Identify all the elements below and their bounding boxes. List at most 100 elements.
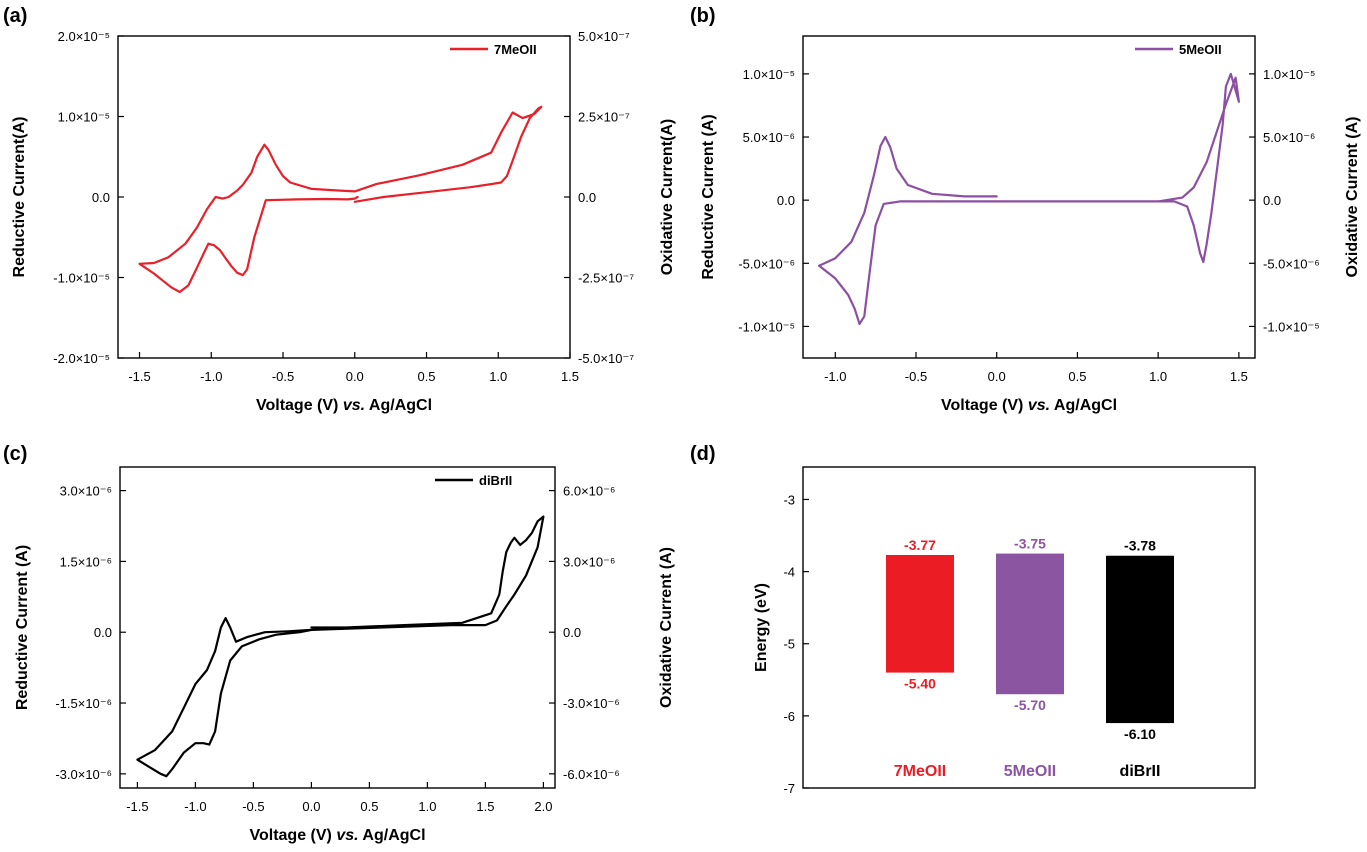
y-right-tick-label: -2.5×10⁻⁷ <box>578 271 634 286</box>
y-right-tick-label: 1.0×10⁻⁵ <box>1263 67 1315 82</box>
y-right-tick-label: 5.0×10⁻⁶ <box>1263 130 1315 145</box>
x-tick-label: -0.5 <box>242 799 264 814</box>
x-tick-label: 2.0 <box>534 799 552 814</box>
plot-frame <box>802 35 1256 359</box>
y-tick-label: 2.0×10⁻⁵ <box>58 29 110 44</box>
category-label: diBrII <box>1120 763 1161 780</box>
y-tick-label: -1.0×10⁻⁵ <box>53 271 110 286</box>
y-tick-label: 1.0×10⁻⁵ <box>58 110 110 125</box>
y-right-tick-label: 0.0 <box>563 625 581 640</box>
y-right-tick-label: 0.0 <box>1263 193 1281 208</box>
y-right-tick-label: -5.0×10⁻⁶ <box>1263 256 1320 271</box>
x-tick-label: 1.0 <box>1149 369 1167 384</box>
y-tick-label: 1.0×10⁻⁵ <box>743 67 795 82</box>
y-axis-label: Reductive Current (A) <box>700 114 717 279</box>
y-right-tick-label: -6.0×10⁻⁶ <box>563 767 620 782</box>
x-axis-label-part: vs. <box>1028 397 1050 414</box>
y-right-axis-label: Oxidative Current(A) <box>659 119 676 275</box>
y-tick-label: -4 <box>783 565 795 580</box>
x-tick-label: 1.5 <box>476 799 494 814</box>
y-tick-label: -5 <box>783 637 795 652</box>
plot-frame <box>802 466 1256 789</box>
y-right-axis-label: Oxidative Current (A) <box>1344 117 1361 278</box>
x-tick-label: 0.0 <box>346 369 364 384</box>
x-tick-label: -1.0 <box>184 799 206 814</box>
plot-frame <box>119 466 556 789</box>
y-axis-label: Reductive Current(A) <box>11 117 28 278</box>
panel-label: (c) <box>3 443 27 465</box>
x-axis-label: Voltage (V) vs. Ag/AgCl <box>941 397 1117 414</box>
x-axis-label-part: Voltage (V) <box>941 397 1028 414</box>
x-axis-label: Voltage (V) vs. Ag/AgCl <box>249 827 425 844</box>
x-axis-label-part: vs. <box>336 827 358 844</box>
x-tick-label: 1.0 <box>418 799 436 814</box>
series-line-5MeOII <box>817 72 1241 325</box>
x-axis-label-part: Voltage (V) <box>256 397 343 414</box>
y-tick-label: -2.0×10⁻⁵ <box>53 351 110 366</box>
x-axis-label-part: vs. <box>343 397 365 414</box>
y-tick-label: 5.0×10⁻⁶ <box>743 130 795 145</box>
lumo-label: -3.75 <box>1014 536 1046 552</box>
y-right-tick-label: -1.0×10⁻⁵ <box>1263 319 1320 334</box>
category-label: 5MeOII <box>1004 763 1056 780</box>
y-tick-label: 1.5×10⁻⁶ <box>60 554 112 569</box>
y-right-tick-label: 5.0×10⁻⁷ <box>578 29 630 44</box>
y-tick-label: -5.0×10⁻⁶ <box>738 256 795 271</box>
x-tick-label: -1.5 <box>126 799 148 814</box>
y-tick-label: -3 <box>783 492 795 507</box>
lumo-label: -3.78 <box>1124 538 1156 554</box>
legend-label: 5MeOII <box>1179 42 1222 57</box>
y-tick-label: -1.5×10⁻⁶ <box>55 696 112 711</box>
panel-a: (a) -2.0×10⁻⁵ -1.0×10⁻⁵ 0.0 1.0×10⁻⁵ 2.0×10⁻⁵… <box>3 5 676 414</box>
x-tick-label: 1.5 <box>561 369 579 384</box>
y-tick-label: -7 <box>783 781 795 796</box>
y-right-tick-label: 3.0×10⁻⁶ <box>563 554 615 569</box>
panel-c: (c) -3.0×10⁻⁶ -1.5×10⁻⁶ 0.0 1.5×10⁻⁶ 3.0×10⁻⁶… <box>3 443 675 844</box>
energy-bar-5MeOII <box>996 553 1064 695</box>
x-tick-label: 0.5 <box>1068 369 1086 384</box>
plot-frame <box>117 35 571 359</box>
panel-d: (d) -7 -6 -5 -4 -3 Energy (eV) -3.77 -5.40 7MeOII… <box>690 443 1256 796</box>
y-tick-label: -3.0×10⁻⁶ <box>55 767 112 782</box>
legend-label: 7MeOII <box>494 42 537 57</box>
homo-label: -5.70 <box>1014 697 1046 713</box>
y-tick-label: -1.0×10⁻⁵ <box>738 319 795 334</box>
energy-bar-diBrII <box>1106 555 1174 724</box>
y-right-tick-label: 0.0 <box>578 190 596 205</box>
series-line-7MeOII <box>138 105 543 294</box>
homo-label: -5.40 <box>904 676 936 692</box>
x-tick-label: 1.5 <box>1230 369 1248 384</box>
y-right-tick-label: 6.0×10⁻⁶ <box>563 484 615 499</box>
panel-label: (b) <box>690 5 716 27</box>
x-axis-label-part: Ag/AgCl <box>359 827 426 844</box>
x-tick-label: 0.5 <box>417 369 435 384</box>
series-line-diBrII <box>136 515 545 778</box>
y-tick-label: -6 <box>783 709 795 724</box>
x-tick-label: -1.5 <box>128 369 150 384</box>
x-axis-label-part: Voltage (V) <box>249 827 336 844</box>
y-right-tick-label: 2.5×10⁻⁷ <box>578 110 630 125</box>
panel-b: (b) -1.0×10⁻⁵ -5.0×10⁻⁶ 0.0 5.0×10⁻⁶ 1.0×10⁻⁵… <box>690 5 1361 414</box>
y-tick-label: 0.0 <box>777 193 795 208</box>
x-tick-label: 0.0 <box>988 369 1006 384</box>
x-tick-label: -0.5 <box>905 369 927 384</box>
x-tick-label: 1.0 <box>489 369 507 384</box>
panel-label: (d) <box>690 443 716 465</box>
category-label: 7MeOII <box>894 763 946 780</box>
y-right-tick-label: -3.0×10⁻⁶ <box>563 696 620 711</box>
y-right-axis-label: Oxidative Current (A) <box>658 547 675 708</box>
y-axis-label: Energy (eV) <box>753 583 770 672</box>
panel-label: (a) <box>3 5 27 27</box>
lumo-label: -3.77 <box>904 537 936 553</box>
y-tick-label: 0.0 <box>94 625 112 640</box>
x-axis-label: Voltage (V) vs. Ag/AgCl <box>256 397 432 414</box>
x-tick-label: -1.0 <box>200 369 222 384</box>
x-axis-label-part: Ag/AgCl <box>1050 397 1117 414</box>
x-tick-label: -0.5 <box>272 369 294 384</box>
homo-label: -6.10 <box>1124 726 1156 742</box>
y-tick-label: 3.0×10⁻⁶ <box>60 484 112 499</box>
x-axis-label-part: Ag/AgCl <box>365 397 432 414</box>
x-tick-label: 0.0 <box>302 799 320 814</box>
energy-bar-7MeOII <box>886 555 954 673</box>
